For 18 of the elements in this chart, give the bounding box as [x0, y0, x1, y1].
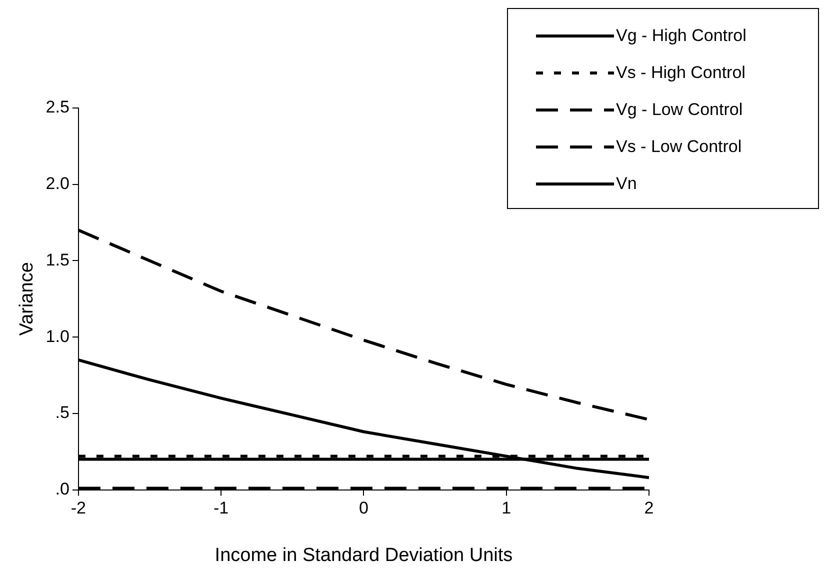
x-tick-label: 0: [358, 498, 368, 518]
y-tick-label: 1.0: [46, 326, 70, 346]
y-tick-label: 2.5: [46, 98, 70, 117]
x-tick-label: 1: [502, 498, 512, 518]
legend-label: Vs - Low Control: [616, 136, 742, 156]
legend-label: Vg - Low Control: [616, 100, 743, 120]
x-tick-label: -2: [70, 498, 86, 518]
y-tick-label: 1.5: [46, 250, 70, 270]
legend-label: Vs - High Control: [616, 62, 746, 82]
x-tick-label: 2: [644, 498, 654, 518]
legend-label: Vn: [616, 174, 637, 194]
y-axis-title: Variance: [16, 262, 38, 336]
y-tick-label: .5: [55, 403, 70, 422]
y-tick-label: 2.0: [46, 174, 70, 194]
x-axis-title: Income in Standard Deviation Units: [214, 544, 513, 566]
y-tick-label: .0: [55, 479, 70, 498]
x-tick-label: -1: [214, 498, 229, 518]
legend-label: Vg - High Control: [616, 26, 746, 46]
